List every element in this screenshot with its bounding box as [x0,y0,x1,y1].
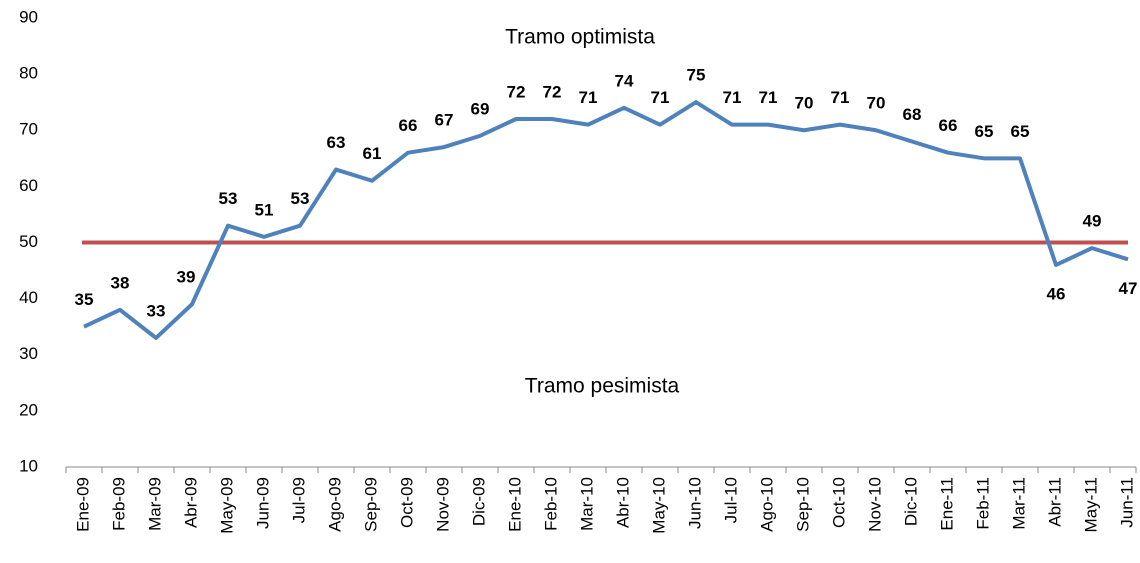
data-label: 72 [507,83,526,102]
data-label: 33 [147,301,166,320]
data-label: 53 [291,189,310,208]
data-label: 53 [219,189,238,208]
data-label: 67 [435,111,454,130]
data-label: 47 [1119,279,1138,298]
data-label: 35 [75,290,94,309]
data-label: 69 [471,99,490,118]
y-tick-label: 70 [19,120,38,139]
x-tick-label: Mar-10 [577,477,596,531]
data-label: 72 [543,83,562,102]
y-tick-label: 60 [19,176,38,195]
x-tick-label: Jul-09 [289,477,308,523]
x-tick-label: Oct-09 [397,477,416,528]
y-tick-label: 20 [19,400,38,419]
y-tick-label: 90 [19,7,38,26]
y-tick-label: 50 [19,232,38,251]
y-tick-label: 40 [19,288,38,307]
annotation: Tramo optimista [505,26,655,49]
data-label: 65 [975,122,994,141]
x-tick-label: Abr-09 [181,477,200,528]
x-tick-label: Feb-10 [541,477,560,531]
data-label: 39 [177,268,196,287]
data-label: 66 [939,116,958,135]
x-tick-label: Ene-09 [73,477,92,532]
x-tick-label: Feb-11 [973,477,992,530]
x-tick-label: Nov-10 [865,477,884,532]
y-tick-label: 10 [19,456,38,475]
x-tick-label: Abr-11 [1045,477,1064,527]
data-label: 71 [723,88,742,107]
y-tick-label: 30 [19,344,38,363]
data-label: 65 [1011,122,1030,141]
x-tick-label: Oct-10 [829,477,848,528]
data-label: 71 [831,88,850,107]
x-tick-label: Nov-09 [433,477,452,532]
data-label: 71 [579,88,598,107]
x-tick-label: Sep-10 [793,477,812,532]
x-tick-label: Mar-11 [1009,477,1028,530]
data-line [83,100,1129,340]
annotation: Tramo pesimista [525,375,680,398]
x-tick-label: Jun-11 [1117,477,1136,528]
data-label: 61 [363,144,382,163]
data-label: 75 [687,66,706,85]
data-label: 70 [795,94,814,113]
data-label: 51 [255,200,274,219]
x-tick-label: Abr-10 [613,477,632,528]
x-tick-label: May-11 [1081,477,1100,532]
data-label: 74 [615,71,634,90]
data-label: 68 [903,105,922,124]
x-tick-label: Mar-09 [145,477,164,531]
x-tick-label: Jun-10 [685,477,704,529]
data-label: 70 [867,94,886,113]
data-label: 66 [399,116,418,135]
data-label: 46 [1047,284,1066,303]
x-tick-label: Ene-10 [505,477,524,532]
x-tick-label: Dic-10 [901,477,920,526]
data-label: 49 [1083,212,1102,231]
y-tick-label: 80 [19,64,38,83]
data-label: 71 [759,88,778,107]
x-tick-label: Jul-10 [721,477,740,523]
x-tick-label: Dic-09 [469,477,488,526]
x-tick-label: Feb-09 [109,477,128,531]
x-tick-label: Ago-09 [325,477,344,532]
data-label: 71 [651,88,670,107]
x-tick-label: Jun-09 [253,477,272,529]
x-tick-label: May-09 [217,477,236,534]
data-label: 38 [111,273,130,292]
data-label: 63 [327,133,346,152]
x-tick-label: May-10 [649,477,668,534]
x-tick-label: Sep-09 [361,477,380,532]
x-tick-label: Ago-10 [757,477,776,532]
x-tick-label: Ene-11 [937,477,956,531]
